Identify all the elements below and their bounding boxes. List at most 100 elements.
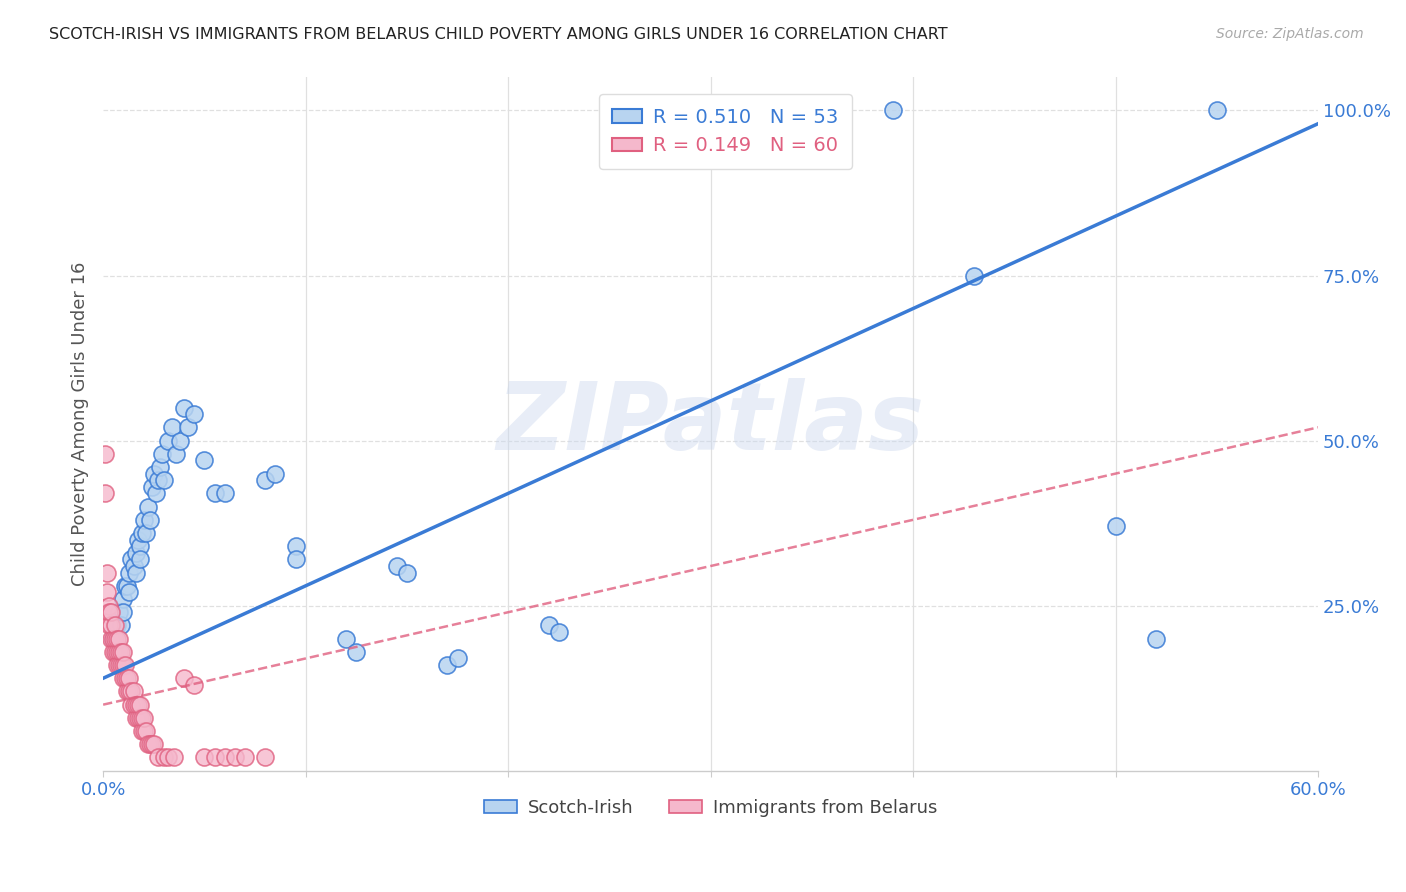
Point xyxy=(98,599,121,613)
Point xyxy=(100,605,122,619)
Point xyxy=(193,453,215,467)
Point xyxy=(395,566,418,580)
Point xyxy=(117,684,139,698)
Point xyxy=(224,750,246,764)
Point xyxy=(335,632,357,646)
Point xyxy=(156,434,179,448)
Point xyxy=(1104,519,1126,533)
Point xyxy=(105,645,128,659)
Point xyxy=(135,526,157,541)
Point xyxy=(112,605,135,619)
Point xyxy=(118,671,141,685)
Point xyxy=(138,737,160,751)
Point xyxy=(103,632,125,646)
Point xyxy=(132,724,155,739)
Point xyxy=(103,645,125,659)
Point xyxy=(156,750,179,764)
Point xyxy=(135,724,157,739)
Point xyxy=(124,711,146,725)
Point xyxy=(163,750,186,764)
Point xyxy=(122,559,145,574)
Point xyxy=(124,546,146,560)
Point xyxy=(108,658,131,673)
Point xyxy=(1144,632,1167,646)
Point xyxy=(436,658,458,673)
Point xyxy=(214,486,236,500)
Point xyxy=(141,737,163,751)
Text: ZIPatlas: ZIPatlas xyxy=(496,378,925,470)
Point xyxy=(446,651,468,665)
Point xyxy=(740,103,762,118)
Point xyxy=(108,645,131,659)
Point xyxy=(193,750,215,764)
Point xyxy=(204,750,226,764)
Point xyxy=(112,658,135,673)
Point xyxy=(104,618,127,632)
Point xyxy=(128,539,150,553)
Point xyxy=(254,750,277,764)
Point xyxy=(963,268,986,283)
Point xyxy=(882,103,904,118)
Point xyxy=(117,671,139,685)
Text: SCOTCH-IRISH VS IMMIGRANTS FROM BELARUS CHILD POVERTY AMONG GIRLS UNDER 16 CORRE: SCOTCH-IRISH VS IMMIGRANTS FROM BELARUS … xyxy=(49,27,948,42)
Point xyxy=(124,698,146,712)
Point xyxy=(344,645,367,659)
Point xyxy=(94,486,117,500)
Point xyxy=(1205,103,1227,118)
Point xyxy=(112,645,135,659)
Point xyxy=(132,711,155,725)
Point xyxy=(118,684,141,698)
Y-axis label: Child Poverty Among Girls Under 16: Child Poverty Among Girls Under 16 xyxy=(72,262,89,586)
Point xyxy=(165,447,187,461)
Point xyxy=(169,434,191,448)
Point xyxy=(127,533,149,547)
Point xyxy=(105,618,128,632)
Point xyxy=(98,605,121,619)
Point xyxy=(108,605,131,619)
Point xyxy=(177,420,200,434)
Point xyxy=(264,467,287,481)
Point xyxy=(160,420,183,434)
Point xyxy=(105,632,128,646)
Point xyxy=(142,467,165,481)
Point xyxy=(112,671,135,685)
Point xyxy=(103,632,125,646)
Point xyxy=(112,592,135,607)
Point xyxy=(122,684,145,698)
Point xyxy=(142,737,165,751)
Point xyxy=(136,500,159,514)
Point xyxy=(121,552,143,566)
Point xyxy=(128,698,150,712)
Point xyxy=(104,632,127,646)
Point xyxy=(128,552,150,566)
Point xyxy=(118,566,141,580)
Legend: Scotch-Irish, Immigrants from Belarus: Scotch-Irish, Immigrants from Belarus xyxy=(477,791,945,824)
Point xyxy=(150,447,173,461)
Point xyxy=(110,645,132,659)
Point xyxy=(100,618,122,632)
Point xyxy=(284,539,307,553)
Point xyxy=(214,750,236,764)
Point xyxy=(108,632,131,646)
Point xyxy=(94,447,117,461)
Point xyxy=(233,750,256,764)
Point xyxy=(128,711,150,725)
Point xyxy=(761,103,783,118)
Point xyxy=(121,698,143,712)
Point xyxy=(284,552,307,566)
Point xyxy=(132,513,155,527)
Point xyxy=(124,566,146,580)
Point xyxy=(183,407,205,421)
Point xyxy=(96,566,118,580)
Point xyxy=(127,698,149,712)
Point xyxy=(110,658,132,673)
Point xyxy=(153,473,176,487)
Point xyxy=(131,526,153,541)
Point xyxy=(254,473,277,487)
Point xyxy=(149,460,172,475)
Point xyxy=(96,585,118,599)
Point xyxy=(104,645,127,659)
Point xyxy=(204,486,226,500)
Point xyxy=(127,711,149,725)
Point xyxy=(145,486,167,500)
